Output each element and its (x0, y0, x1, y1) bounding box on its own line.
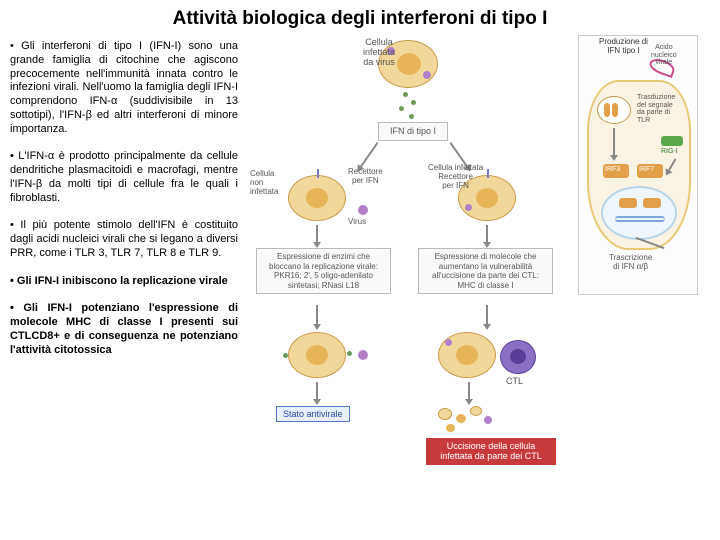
label-infected-cell: Cellula infettata da virus (363, 38, 395, 68)
label-uninfected: Cellula non infettata (250, 170, 278, 196)
label-infected-right: Cellula infettata Recettore per IFN (428, 164, 483, 190)
paragraph-5: • Gli IFN-I potenziano l'espressione di … (10, 302, 238, 357)
protected-cell (288, 332, 346, 378)
paragraph-1: • Gli interferoni di tipo I (IFN-I) sono… (10, 40, 238, 136)
state-antiviral-box: Stato antivirale (276, 406, 350, 422)
main-layout: • Gli interferoni di tipo I (IFN-I) sono… (0, 40, 720, 371)
arrow-to-kill (468, 382, 470, 400)
box-mhc: Espressione di molecole che aumentano la… (418, 248, 553, 294)
arrow-split-left (360, 142, 379, 168)
arrow-to-box-left (316, 225, 318, 243)
ctl-cell (500, 340, 536, 374)
uninfected-cell (288, 175, 346, 221)
ifn-production-panel: Produzione di IFN tipo I Acido nucleico … (578, 35, 698, 295)
panel-irf7-label: IRF7 (639, 166, 654, 174)
paragraph-3: • Il più potente stimolo dell'IFN è cost… (10, 219, 238, 260)
target-cell-ctl (438, 332, 496, 378)
arrow-to-antiviral (316, 382, 318, 400)
panel-irf3-label: IRF3 (605, 166, 620, 174)
paragraph-4: • Gli IFN-I inibiscono la replicazione v… (10, 275, 238, 289)
page-title: Attività biologica degli interferoni di … (0, 0, 720, 40)
diagram-column: Cellula infettata da virus IFN di tipo I… (248, 40, 710, 371)
text-column: • Gli interferoni di tipo I (IFN-I) sono… (10, 40, 248, 371)
panel-title: Produzione di IFN tipo I (599, 38, 648, 56)
virus-blocked (358, 350, 368, 360)
panel-signal-label: Trasduzione del segnale da parte di TLR (637, 94, 675, 125)
paragraph-2: • L'IFN-α è prodotto principalmente da c… (10, 150, 238, 205)
kill-box: Uccisione della cellula infettata da par… (426, 438, 556, 465)
panel-nucleic-label: Acido nucleico virale (651, 44, 677, 67)
arrow-to-state-left (316, 305, 318, 325)
arrow-to-state-right (486, 305, 488, 325)
ifn-type-box: IFN di tipo I (378, 122, 448, 141)
panel-rig-label: RIG-I (661, 148, 678, 156)
label-virus: Virus (348, 218, 366, 227)
panel-transcription-label: Trascrizione di IFN α/β (609, 254, 652, 272)
label-ctl: CTL (506, 376, 523, 386)
box-enzymes: Espressione di enzimi che bloccano la re… (256, 248, 391, 294)
virus-near-uninfected (358, 205, 368, 215)
arrow-to-box-right (486, 225, 488, 243)
label-receptor-left: Recettore per IFN (348, 168, 383, 186)
